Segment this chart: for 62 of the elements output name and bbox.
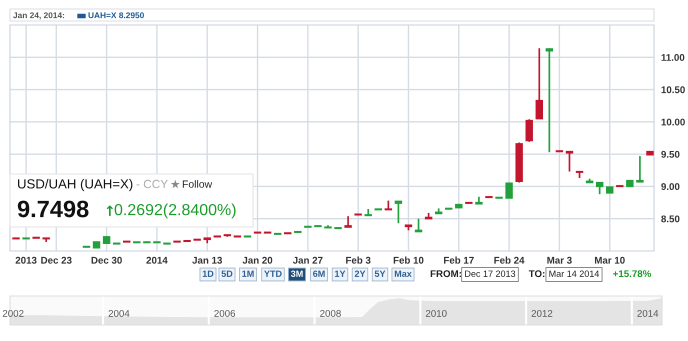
candlestick (394, 200, 402, 224)
text: 1Y (335, 270, 346, 277)
y-tick-label: 10.50 (662, 86, 685, 94)
annotation: Follow (182, 180, 212, 188)
y-tick-label: 9.50 (661, 150, 680, 158)
x-tick-label: Mar 10 (594, 256, 625, 264)
y-tick-label: 10.00 (662, 118, 685, 126)
x-tick-label: 2014 (637, 310, 658, 317)
text: UAH=X 8.2950 (88, 12, 144, 18)
text: 1D (202, 270, 214, 277)
text: Jan 24, 2014: (13, 12, 64, 20)
annotation: 0.2692(2.8400%) (114, 204, 236, 218)
candlestick (344, 215, 352, 228)
x-tick-label: Feb 3 (346, 256, 371, 264)
x-tick-label: 2013 (16, 256, 37, 264)
text: TO: (528, 270, 544, 278)
annotation: - CCY (136, 180, 168, 188)
x-tick-label: Jan 27 (292, 256, 323, 264)
annotation: USD/UAH (UAH=X) (18, 178, 132, 192)
annotation: ★ (170, 180, 180, 188)
x-tick-label: Feb 24 (494, 256, 524, 264)
y-tick-label: 9.00 (661, 183, 680, 190)
text: +15.78% (613, 270, 652, 278)
text: 3M (290, 270, 303, 277)
candlestick (526, 118, 533, 143)
candlestick (576, 170, 584, 179)
text: Max (394, 270, 412, 277)
text: YTD (264, 270, 282, 277)
candlestick (536, 47, 543, 120)
x-tick-label: Mar 3 (547, 256, 572, 264)
x-tick-label: Feb 17 (444, 256, 474, 264)
text: 2Y (354, 270, 366, 277)
x-tick-label: 2014 (146, 256, 168, 264)
text: Dec 17 2013 (465, 270, 516, 277)
candlestick (566, 150, 574, 172)
candlestick (384, 200, 392, 211)
text: Mar 14 2014 (549, 270, 600, 277)
x-tick-label: 2010 (426, 310, 447, 317)
text: 5Y (374, 270, 386, 277)
annotation: 9.7498 (18, 200, 88, 218)
annotation: ↑ (106, 206, 113, 216)
x-tick-label: Feb 10 (394, 256, 424, 264)
x-tick-label: 2002 (2, 310, 24, 317)
x-tick-label: 2008 (320, 310, 341, 317)
candlestick (546, 47, 554, 154)
x-tick-label: 2004 (108, 310, 130, 317)
y-tick-label: 8.50 (661, 215, 680, 222)
candlestick (414, 218, 422, 232)
text: 1M (242, 270, 254, 277)
x-tick-label: Jan 13 (192, 256, 222, 264)
text: FROM: (430, 270, 461, 278)
candlestick (505, 182, 513, 199)
x-tick-label: 2012 (532, 310, 552, 317)
x-tick-label: 2006 (214, 310, 236, 317)
y-tick-label: 11.00 (662, 54, 684, 61)
text: 5D (222, 270, 232, 277)
text: 6M (313, 270, 325, 277)
x-tick-label: Dec 30 (92, 256, 122, 264)
x-tick-label: Dec 23 (41, 256, 72, 264)
candlestick (636, 155, 644, 183)
x-tick-label: Jan 20 (242, 256, 272, 264)
candlestick (596, 182, 604, 196)
